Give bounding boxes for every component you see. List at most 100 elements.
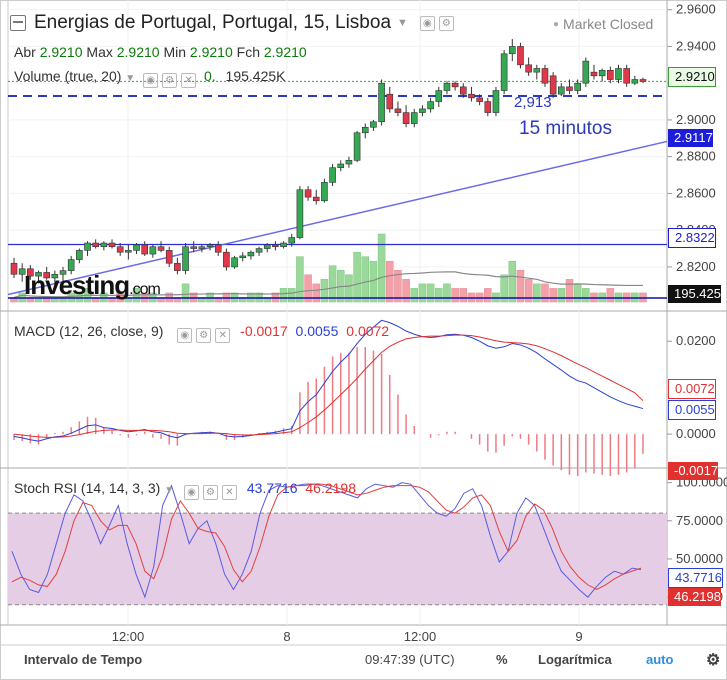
macd-legend: MACD (12, 26, close, 9) ◉ ⚙ ✕ -0.0017 0.00… (14, 323, 389, 343)
volume-bar (386, 260, 394, 303)
volume-bar (279, 288, 288, 303)
volume-bar (304, 274, 312, 303)
trendline (7, 140, 668, 296)
auto-toggle[interactable]: auto (646, 652, 674, 667)
candle-body (353, 132, 361, 161)
price-tick-label: 2.9000 (676, 112, 716, 127)
eye-icon[interactable]: ◉ (419, 15, 435, 31)
volume-bar (557, 288, 566, 303)
candle-body (35, 272, 42, 277)
candle-body (549, 75, 557, 95)
settings-gear-icon[interactable]: ⚙ (706, 652, 721, 669)
candle-body (598, 70, 606, 77)
candle-body (100, 242, 108, 248)
volume-bar (443, 283, 451, 303)
candle-body (566, 86, 573, 91)
volume-bar (328, 265, 337, 303)
candle-body (206, 244, 214, 248)
candle-body (361, 126, 369, 134)
logo-text: Investing (24, 270, 130, 300)
candle-body (125, 250, 132, 253)
macd-value-macd: 0.0055 (295, 323, 339, 339)
candle-body (263, 244, 271, 249)
candle-body (525, 64, 532, 73)
market-status: Market Closed (553, 16, 653, 32)
stoch-tick-label: 75.0000 (676, 513, 723, 528)
candle-body (76, 250, 83, 260)
candle-body (410, 112, 418, 124)
dropdown-caret-icon[interactable]: ▼ (164, 485, 175, 496)
candle-body (51, 273, 59, 279)
high-value: 2.9210 (116, 44, 160, 60)
candle-body (149, 246, 157, 255)
price-tick-label: 2.8200 (676, 259, 716, 274)
percent-toggle[interactable]: % (496, 652, 508, 667)
stoch-value-k: 43.7716 (246, 480, 298, 496)
candle-body (272, 244, 279, 248)
candle-body (402, 112, 410, 124)
volume-bar (606, 288, 615, 303)
volume-bar (573, 283, 582, 303)
volume-bar (565, 279, 574, 303)
close-icon[interactable]: ✕ (181, 73, 197, 88)
candle-body (500, 53, 508, 91)
settings-gear-icon[interactable]: ⚙ (162, 73, 178, 88)
volume-bar (516, 270, 525, 303)
eye-icon[interactable]: ◉ (183, 485, 199, 500)
macd-value-hist: -0.0017 (240, 323, 288, 339)
low-value: 2.9210 (189, 44, 233, 60)
candle-body (157, 246, 165, 251)
stoch-label: Stoch RSI (14, 14, 3, 3) (14, 480, 161, 496)
volume-bar (181, 283, 190, 303)
chart-header: Energias de Portugal, Portugal, 15, Lisb… (10, 8, 454, 38)
candle-body (10, 262, 18, 275)
candle-body (435, 90, 443, 102)
dropdown-caret-icon[interactable]: ▼ (125, 73, 136, 84)
volume-bar (402, 279, 410, 303)
settings-gear-icon[interactable]: ⚙ (438, 15, 454, 31)
logo-suffix: .com (129, 281, 161, 298)
candle-body (459, 86, 467, 95)
collapse-icon[interactable] (10, 15, 26, 31)
candle-body (582, 60, 590, 84)
volume-bar (394, 270, 402, 303)
candle-body (108, 242, 116, 248)
time-tick-label: 12:00 (112, 629, 145, 644)
macd-tick-label: 0.0000 (676, 426, 716, 441)
volume-bar (582, 288, 590, 303)
candle-body (92, 242, 99, 248)
candle-body (615, 68, 622, 80)
volume-bar (500, 274, 508, 303)
close-icon[interactable]: ✕ (221, 485, 237, 500)
candle-body (67, 259, 75, 271)
interval-button[interactable]: Intervalo de Tempo (24, 652, 143, 667)
log-toggle[interactable]: Logarítmica (538, 652, 612, 667)
candle-body (517, 46, 524, 66)
candle-body (43, 272, 50, 279)
candle-body (231, 257, 238, 268)
stoch-tick-label: 50.0000 (676, 551, 723, 566)
stoch-legend: Stoch RSI (14, 14, 3, 3) ▼ ◉ ⚙ ✕ 43.7716 4… (14, 480, 356, 500)
volume-bar (549, 288, 557, 303)
stoch-d-line (11, 483, 642, 591)
volume-bar (296, 256, 304, 303)
volume-bar (410, 288, 419, 303)
volume-bar (312, 283, 320, 303)
eye-icon[interactable]: ◉ (177, 328, 193, 343)
eye-icon[interactable]: ◉ (143, 73, 159, 88)
candle-body (296, 189, 304, 238)
settings-gear-icon[interactable]: ⚙ (196, 328, 212, 343)
price-tick-label: 2.9600 (676, 2, 716, 17)
dropdown-caret-icon[interactable]: ▼ (397, 17, 408, 29)
macd-label: MACD (12, 26, close, 9) (14, 323, 164, 339)
candle-body (84, 242, 91, 251)
support-price-label: 2.8322 (668, 228, 716, 248)
candle-body (508, 46, 516, 55)
macd-value-signal: 0.0072 (346, 323, 390, 339)
settings-gear-icon[interactable]: ⚙ (202, 485, 218, 500)
time-tick-label: 8 (283, 629, 290, 644)
volume-bar (345, 274, 353, 303)
close-icon[interactable]: ✕ (215, 328, 231, 343)
open-value: 2.9210 (39, 44, 83, 60)
